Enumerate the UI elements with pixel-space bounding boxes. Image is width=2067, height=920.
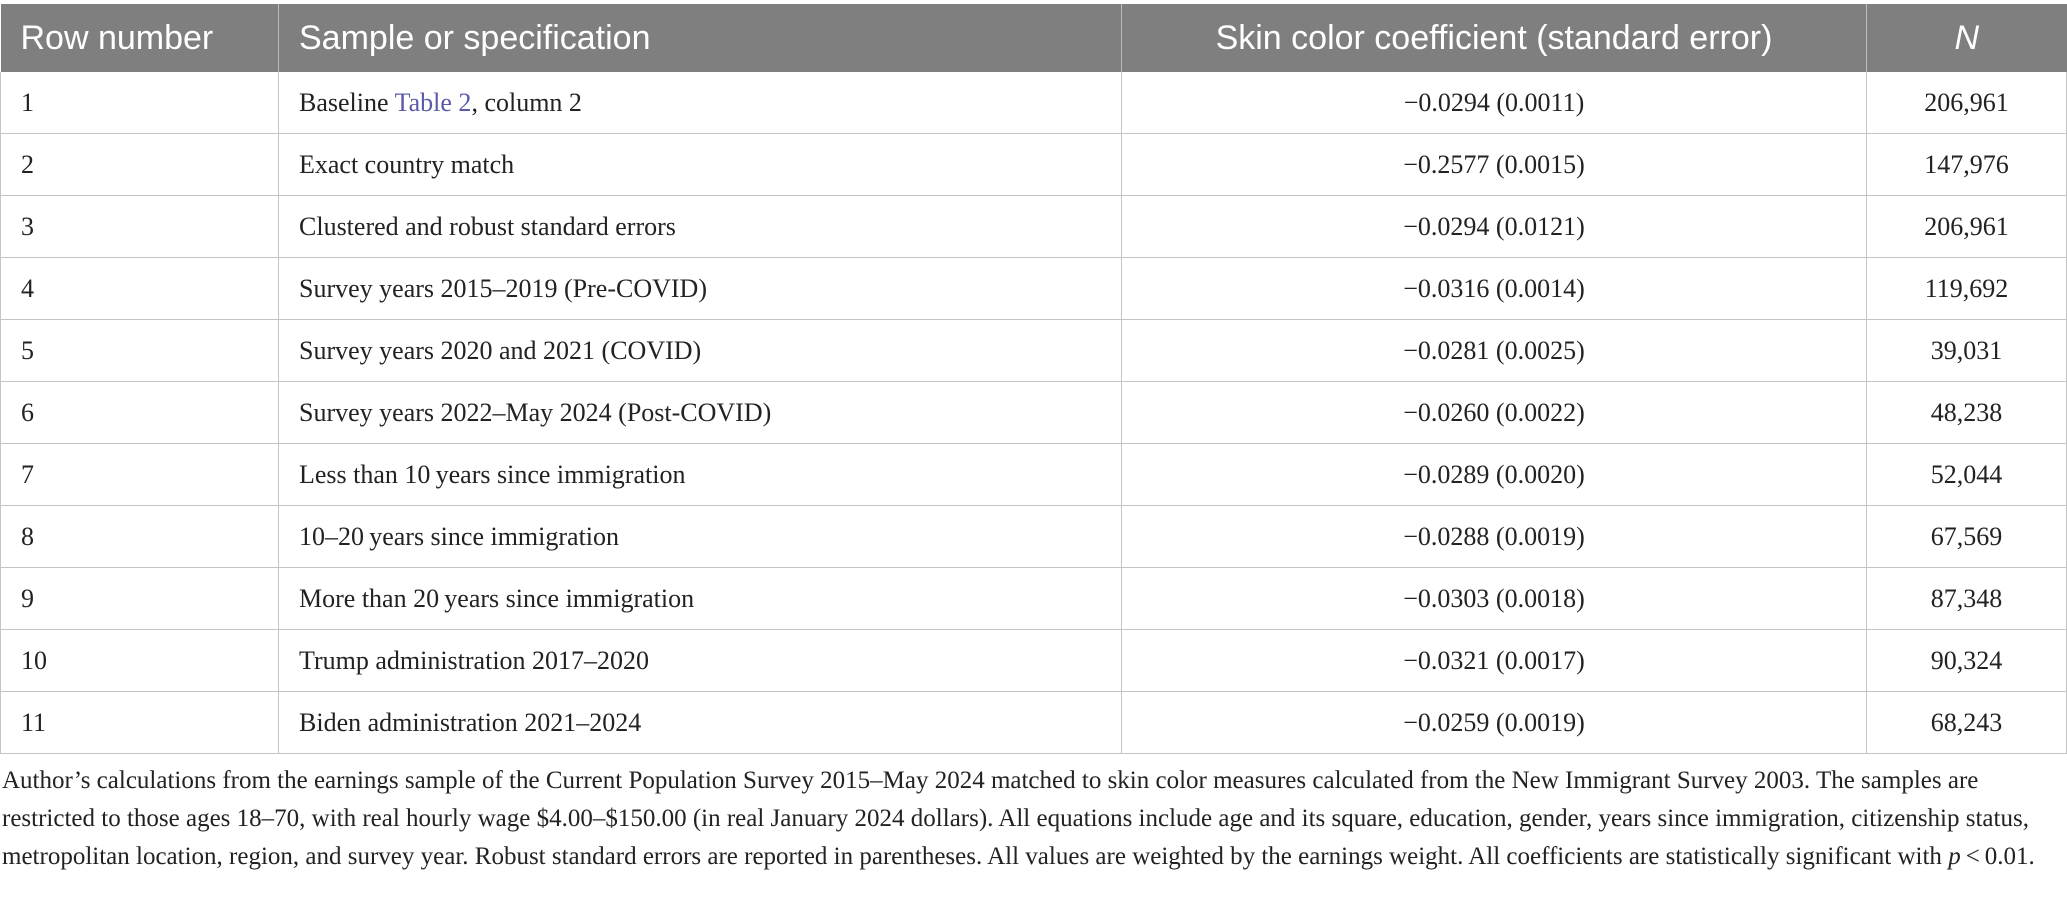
specification-cell: 10–20 years since immigration <box>278 505 1122 568</box>
header-row-number: Row number <box>0 4 279 72</box>
table-2-link[interactable]: Table 2 <box>394 87 472 117</box>
specification-cell: Survey years 2015–2019 (Pre-COVID) <box>278 257 1122 320</box>
table-row: 11 Biden administration 2021–2024 −0.0259 … <box>0 691 2067 754</box>
table-row: 9 More than 20 years since immigration −0.… <box>0 567 2067 630</box>
row-number-cell: 7 <box>0 443 279 506</box>
table-row: 10 Trump administration 2017–2020 −0.0321 … <box>0 629 2067 692</box>
row-number-cell: 1 <box>0 72 279 134</box>
specification-cell: Biden administration 2021–2024 <box>278 691 1122 754</box>
results-table: Row number Sample or specification Skin … <box>0 4 2067 754</box>
n-cell: 48,238 <box>1866 381 2067 444</box>
table-header: Row number Sample or specification Skin … <box>0 4 2067 72</box>
footnote-text: Author’s calculations from the earnings … <box>2 767 2029 870</box>
n-cell: 67,569 <box>1866 505 2067 568</box>
specification-cell: Exact country match <box>278 133 1122 196</box>
table-container: Row number Sample or specification Skin … <box>0 4 2067 754</box>
specification-cell: Clustered and robust standard errors <box>278 195 1122 258</box>
row-number-cell: 10 <box>0 629 279 692</box>
header-skin-color-coefficient: Skin color coefficient (standard error) <box>1121 4 1867 72</box>
coefficient-cell: −0.0303 (0.0018) <box>1121 567 1867 630</box>
coefficient-cell: −0.0260 (0.0022) <box>1121 381 1867 444</box>
n-cell: 119,692 <box>1866 257 2067 320</box>
specification-cell: Trump administration 2017–2020 <box>278 629 1122 692</box>
row-number-cell: 4 <box>0 257 279 320</box>
coefficient-cell: −0.0321 (0.0017) <box>1121 629 1867 692</box>
coefficient-cell: −0.0281 (0.0025) <box>1121 319 1867 382</box>
specification-cell: Less than 10 years since immigration <box>278 443 1122 506</box>
coefficient-cell: −0.0288 (0.0019) <box>1121 505 1867 568</box>
header-n: N <box>1866 4 2067 72</box>
table-row: 1 Baseline Table 2, column 2 −0.0294 (0.00… <box>0 72 2067 134</box>
specification-cell: More than 20 years since immigration <box>278 567 1122 630</box>
table-footnote: Author’s calculations from the earnings … <box>2 762 2052 876</box>
table-body: 1 Baseline Table 2, column 2 −0.0294 (0.00… <box>0 72 2067 754</box>
row-number-cell: 3 <box>0 195 279 258</box>
specification-cell: Survey years 2022–May 2024 (Post-COVID) <box>278 381 1122 444</box>
table-row: 6 Survey years 2022–May 2024 (Post-COVID)… <box>0 381 2067 444</box>
table-row: 4 Survey years 2015–2019 (Pre-COVID) −0.03… <box>0 257 2067 320</box>
coefficient-cell: −0.0316 (0.0014) <box>1121 257 1867 320</box>
specification-cell: Baseline Table 2, column 2 <box>278 72 1122 134</box>
header-sample-specification: Sample or specification <box>278 4 1122 72</box>
row-number-cell: 8 <box>0 505 279 568</box>
row-number-cell: 9 <box>0 567 279 630</box>
row-number-cell: 6 <box>0 381 279 444</box>
table-row: 8 10–20 years since immigration −0.0288 (0… <box>0 505 2067 568</box>
n-cell: 52,044 <box>1866 443 2067 506</box>
specification-cell: Survey years 2020 and 2021 (COVID) <box>278 319 1122 382</box>
coefficient-cell: −0.0259 (0.0019) <box>1121 691 1867 754</box>
table-row: 5 Survey years 2020 and 2021 (COVID) −0.02… <box>0 319 2067 382</box>
table-row: 7 Less than 10 years since immigration −0.… <box>0 443 2067 506</box>
footnote-p-symbol: p <box>1948 843 1961 870</box>
n-cell: 68,243 <box>1866 691 2067 754</box>
row-number-cell: 5 <box>0 319 279 382</box>
n-cell: 90,324 <box>1866 629 2067 692</box>
specification-text: Baseline <box>299 87 395 117</box>
n-cell: 87,348 <box>1866 567 2067 630</box>
coefficient-cell: −0.0294 (0.0011) <box>1121 72 1867 134</box>
footnote-p-value: < 0.01. <box>1960 843 2035 870</box>
coefficient-cell: −0.0294 (0.0121) <box>1121 195 1867 258</box>
n-cell: 206,961 <box>1866 72 2067 134</box>
specification-text-suffix: , column 2 <box>471 87 582 117</box>
header-row: Row number Sample or specification Skin … <box>0 4 2067 72</box>
coefficient-cell: −0.0289 (0.0020) <box>1121 443 1867 506</box>
table-row: 2 Exact country match −0.2577 (0.0015) 147,… <box>0 133 2067 196</box>
row-number-cell: 11 <box>0 691 279 754</box>
coefficient-cell: −0.2577 (0.0015) <box>1121 133 1867 196</box>
n-cell: 147,976 <box>1866 133 2067 196</box>
n-cell: 39,031 <box>1866 319 2067 382</box>
table-row: 3 Clustered and robust standard errors −0.… <box>0 195 2067 258</box>
n-cell: 206,961 <box>1866 195 2067 258</box>
row-number-cell: 2 <box>0 133 279 196</box>
